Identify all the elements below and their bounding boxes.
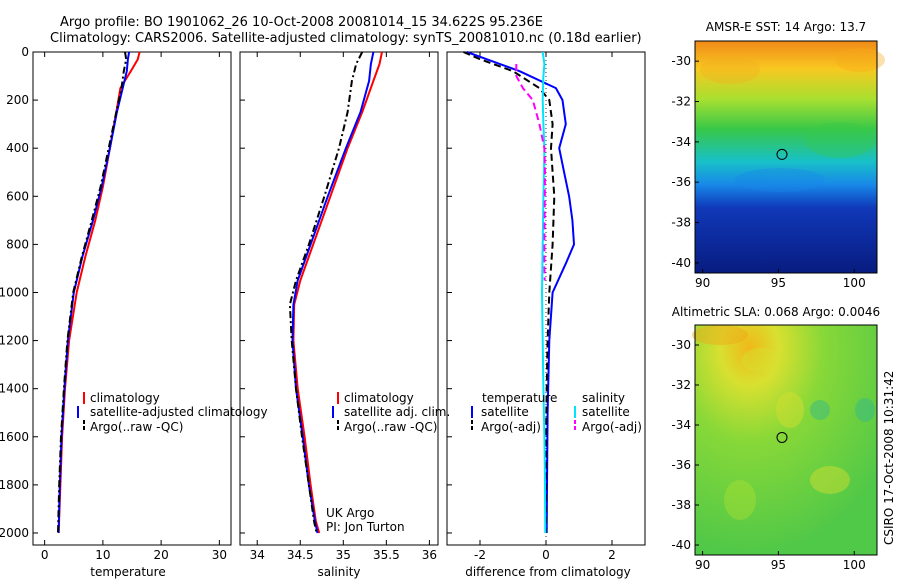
legend-temperature-title: temperature [482, 391, 557, 405]
map-y-tick-label: -36 [671, 458, 691, 472]
x-tick-label: 10 [95, 548, 110, 562]
legend-sal-argo-label: Argo(-adj) [582, 420, 642, 434]
map-y-tick-label: -40 [671, 538, 691, 552]
temperature-axes-box [32, 51, 232, 546]
temperature-ticks: 0 10 20 30 0 200 400 600 800 1000 1200 1400 1600 1800… [0, 45, 227, 562]
legend-satellite-label: satellite-adjusted climatology [90, 405, 268, 419]
map-y-tick-label: -32 [671, 95, 691, 109]
salinity-xlabel: salinity [317, 565, 360, 579]
map-y-tick-label: -40 [671, 256, 691, 270]
side-credit: CSIRO 17-Oct-2008 10:31:42 [882, 371, 896, 545]
y-tick-label: 1200 [0, 334, 29, 348]
y-tick-label: 400 [6, 141, 29, 155]
figure-title-line2: Climatology: CARS2006. Satellite-adjuste… [50, 31, 642, 46]
map-x-tick-label: 90 [695, 276, 710, 290]
y-tick-label: 1600 [0, 430, 29, 444]
series-line-argo-adj--temperature [463, 51, 556, 533]
map-x-tick-label: 100 [843, 558, 866, 572]
difference-ticks: -2 0 2 [447, 51, 616, 562]
map-x-tick-label: 90 [695, 558, 710, 572]
difference-legend: temperature satellite Argo(-adj) salinit… [471, 391, 642, 434]
source-line1: UK Argo [326, 506, 374, 520]
x-tick-label: 36 [422, 548, 437, 562]
difference-axes-box [446, 51, 646, 546]
map-y-tick-label: -38 [671, 216, 691, 230]
argo-location-marker [776, 431, 788, 443]
x-tick-label: 35.5 [373, 548, 400, 562]
series-line-satellite-adjusted-climatology [57, 51, 131, 534]
y-tick-label: 1400 [0, 382, 29, 396]
map-y-tick-label: -32 [671, 378, 691, 392]
sst-map-frame [694, 40, 878, 274]
x-tick-label: 34.5 [287, 548, 314, 562]
temperature-panel: 0 10 20 30 0 200 400 600 800 1000 1200 1400 1600 1800… [0, 45, 268, 579]
map-x-tick-label: 95 [771, 276, 786, 290]
x-tick-label: 35 [336, 548, 351, 562]
legend-sal-satellite-label: satellite [582, 405, 630, 419]
temperature-xlabel: temperature [90, 565, 165, 579]
x-tick-label: -2 [474, 548, 486, 562]
salinity-series [288, 51, 383, 534]
sla-map-texture [692, 325, 875, 520]
map-x-tick-label: 100 [843, 276, 866, 290]
temperature-legend: climatology satellite-adjusted climatolo… [77, 391, 268, 434]
sst-map-texture [700, 48, 885, 192]
difference-xlabel: difference from climatology [465, 565, 631, 579]
y-tick-label: 200 [6, 93, 29, 107]
sst-map-title: AMSR-E SST: 14 Argo: 13.7 [706, 20, 866, 34]
map-y-tick-label: -30 [671, 54, 691, 68]
salinity-axes-box [239, 51, 439, 546]
legend-satellite-label: satellite adj. clim. [344, 405, 450, 419]
salinity-ticks: 34 34.5 35 35.5 36 [240, 51, 437, 562]
sst-map: AMSR-E SST: 14 Argo: 13.7 -30-32-34-36-3… [671, 20, 885, 290]
legend-argo-label: Argo(..raw -QC) [344, 420, 437, 434]
x-tick-label: 0 [542, 548, 550, 562]
argo-location-marker [776, 148, 788, 160]
series-line-satellite-salinity [541, 51, 547, 534]
sla-map-title: Altimetric SLA: 0.068 Argo: 0.0046 [672, 305, 880, 319]
series-line-argo-raw-qc- [288, 51, 364, 534]
sla-map: Altimetric SLA: 0.068 Argo: 0.0046 -30-3… [671, 305, 880, 572]
x-tick-label: 30 [212, 548, 227, 562]
x-tick-label: 34 [250, 548, 265, 562]
series-line-satellite-temperature [466, 51, 575, 534]
map-y-tick-label: -36 [671, 175, 691, 189]
series-line-climatology [57, 51, 141, 534]
legend-argo-label: Argo(..raw -QC) [90, 420, 183, 434]
temperature-series [57, 51, 141, 534]
salinity-panel: 34 34.5 35 35.5 36 salinity climatology sate… [239, 51, 450, 579]
x-tick-label: 20 [153, 548, 168, 562]
y-tick-label: 2000 [0, 526, 29, 540]
series-line-satellite-adj-clim- [291, 51, 375, 534]
series-line-argo-raw-qc- [57, 51, 128, 534]
series-line-climatology [292, 51, 383, 534]
salinity-legend: climatology satellite adj. clim. Argo(..… [332, 391, 450, 434]
y-tick-label: 800 [6, 237, 29, 251]
sla-map-frame [694, 324, 878, 556]
series-line-argo-adj--salinity [515, 64, 546, 281]
map-x-tick-label: 95 [771, 558, 786, 572]
difference-panel: -2 0 2 difference from climatology tempera… [446, 51, 646, 579]
legend-temp-satellite-label: satellite [481, 405, 529, 419]
sst-map-ticks: -30 -32 -34 -36 -38 -40 90 95 100 [671, 54, 865, 290]
y-tick-label: 1800 [0, 478, 29, 492]
y-tick-label: 600 [6, 189, 29, 203]
legend-salinity-title: salinity [582, 391, 625, 405]
legend-climatology-label: climatology [344, 391, 414, 405]
map-y-tick-label: -30 [671, 338, 691, 352]
map-y-tick-label: -38 [671, 498, 691, 512]
map-y-tick-label: -34 [671, 418, 691, 432]
figure-title-line1: Argo profile: BO 1901062_26 10-Oct-2008 … [60, 15, 543, 30]
legend-climatology-label: climatology [90, 391, 160, 405]
difference-series [463, 51, 575, 545]
x-tick-label: 2 [608, 548, 616, 562]
legend-temp-argo-label: Argo(-adj) [481, 420, 541, 434]
map-y-tick-label: -34 [671, 135, 691, 149]
sla-map-ticks: -30 -32 -34 -36 -38 -40 90 95 100 [671, 338, 865, 572]
y-tick-label: 0 [21, 45, 29, 59]
y-tick-label: 1000 [0, 285, 29, 299]
x-tick-label: 0 [41, 548, 49, 562]
source-line2: PI: Jon Turton [326, 520, 405, 534]
